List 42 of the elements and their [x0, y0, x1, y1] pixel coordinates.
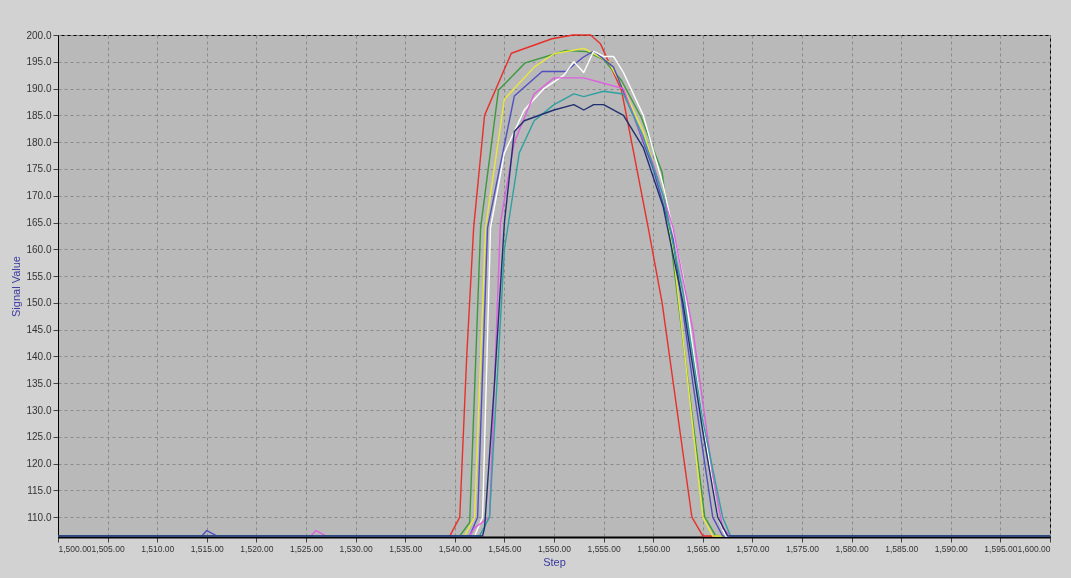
x-tick-label: 1,505.00: [91, 543, 125, 554]
y-tick-label: 110.0: [27, 511, 52, 523]
y-tick-label: 185.0: [26, 109, 52, 121]
y-tick-label: 165.0: [26, 217, 52, 229]
y-tick-label: 160.0: [26, 243, 52, 255]
x-tick-label: 1,585.00: [885, 543, 919, 554]
y-tick-label: 130.0: [26, 404, 52, 416]
y-tick-label: 195.0: [26, 56, 52, 68]
x-tick-label: 1,575.00: [785, 543, 820, 554]
y-tick-label: 125.0: [26, 431, 52, 443]
x-tick-label: 1,525.00: [289, 543, 324, 554]
y-tick-label: 170.0: [26, 190, 52, 202]
x-tick-label: 1,570.00: [736, 543, 770, 554]
x-tick-label: 1,550.00: [537, 543, 572, 554]
x-tick-label: 1,500.00: [58, 543, 92, 554]
x-tick-label: 1,590.00: [934, 543, 969, 554]
x-tick-label: 1,535.00: [389, 543, 423, 554]
x-tick-label: 1,545.00: [488, 543, 522, 554]
x-tick-label: 1,530.00: [339, 543, 373, 554]
y-tick-label: 135.0: [26, 377, 52, 389]
x-axis-title: Step: [543, 556, 566, 568]
y-tick-label: 200.0: [26, 29, 52, 41]
x-tick-label: 1,520.00: [240, 543, 274, 554]
y-tick-label: 145.0: [26, 324, 52, 336]
x-tick-label: 1,560.00: [637, 543, 671, 554]
y-tick-label: 115.0: [27, 484, 52, 496]
x-tick-label: 1,595.00: [984, 543, 1018, 554]
y-tick-label: 180.0: [26, 136, 52, 148]
y-tick-label: 150.0: [26, 297, 52, 309]
x-tick-label: 1,600.00: [1017, 543, 1051, 554]
y-axis-title: Signal Value: [10, 256, 23, 317]
y-tick-label: 190.0: [26, 83, 52, 95]
y-tick-label: 175.0: [26, 163, 52, 175]
x-tick-label: 1,540.00: [438, 543, 473, 554]
x-tick-label: 1,515.00: [190, 543, 225, 554]
x-tick-label: 1,510.00: [141, 543, 175, 554]
x-tick-label: 1,565.00: [686, 543, 721, 554]
y-tick-label: 120.0: [26, 458, 52, 470]
x-tick-label: 1,580.00: [835, 543, 869, 554]
y-tick-label: 155.0: [26, 270, 52, 282]
y-tick-label: 140.0: [26, 350, 52, 362]
x-tick-label: 1,555.00: [587, 543, 621, 554]
